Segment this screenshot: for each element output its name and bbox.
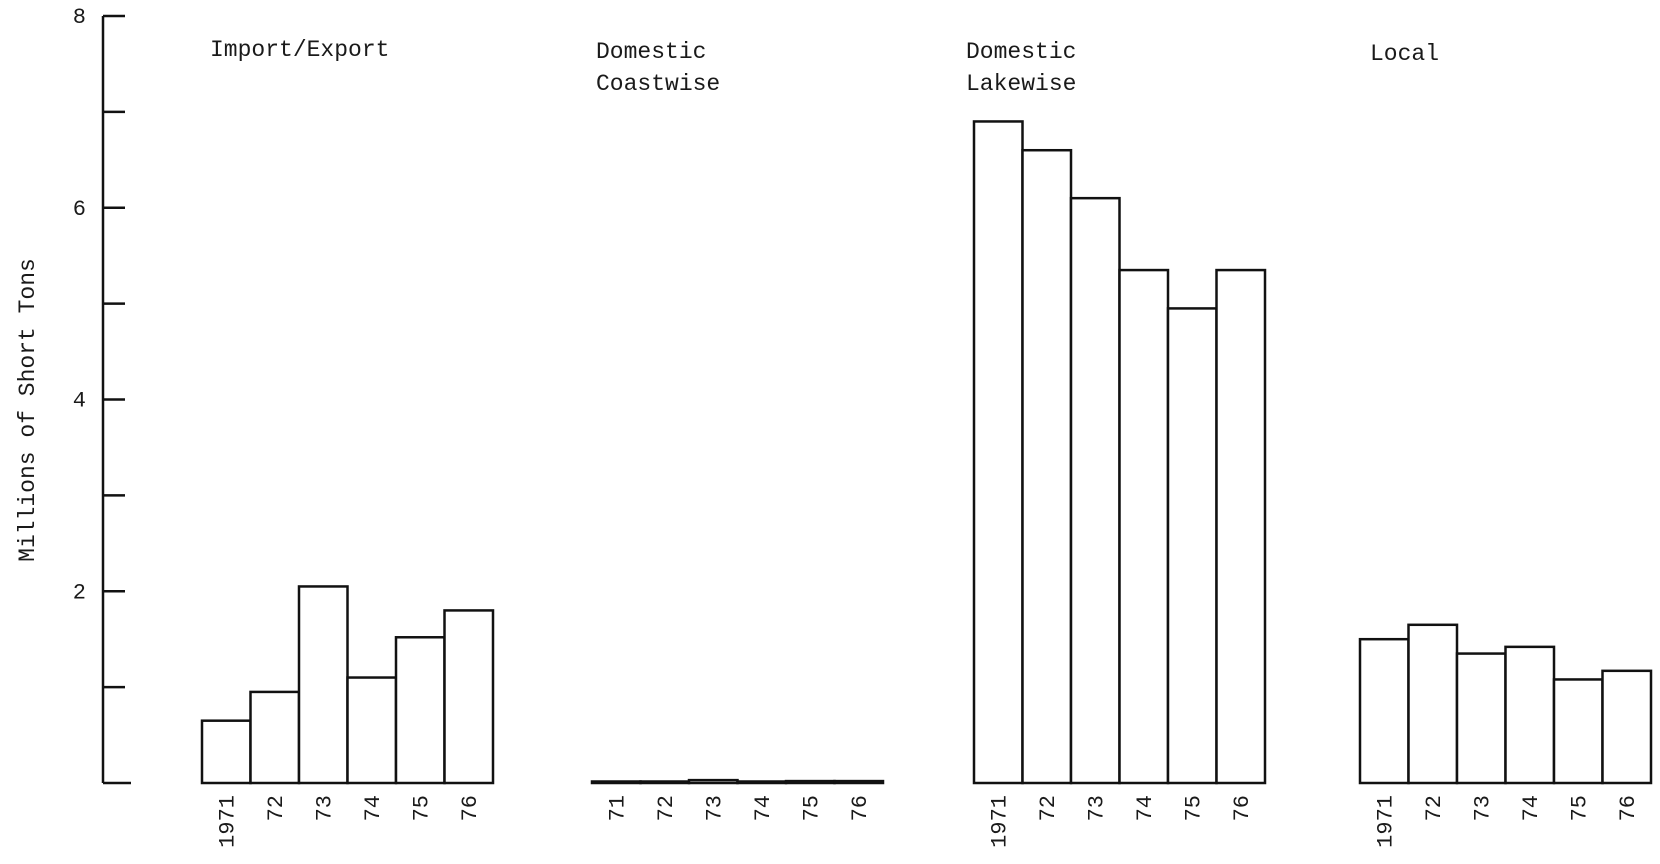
bar <box>443 609 495 785</box>
y-tick-label: 8 <box>73 5 86 30</box>
bar <box>736 780 788 785</box>
x-tick-label: 74 <box>1519 795 1544 821</box>
bar <box>687 778 739 785</box>
group-title: Import/Export <box>210 37 389 63</box>
bar <box>394 636 446 785</box>
bar <box>590 780 642 785</box>
bar <box>1069 196 1121 785</box>
bar <box>200 719 252 785</box>
bar <box>972 120 1024 785</box>
bar <box>1601 669 1653 785</box>
bar <box>1455 652 1507 785</box>
x-tick-label: 75 <box>1181 795 1206 821</box>
bar <box>1358 637 1410 785</box>
group-title: Local <box>1370 41 1439 67</box>
bar-group: Import/Export 1971 72 73 74 75 76 <box>200 37 495 848</box>
x-tick-label: 76 <box>1616 795 1641 821</box>
x-tick-label: 71 <box>605 795 630 821</box>
bar-group: Domestic Coastwise 71 72 73 74 75 76 <box>590 39 885 821</box>
x-tick-label: 72 <box>654 795 679 821</box>
bar <box>639 780 691 785</box>
x-tick-label: 73 <box>1470 795 1495 821</box>
x-tick-label: 1971 <box>1373 795 1398 848</box>
y-axis-title: Millions of Short Tons <box>15 258 41 562</box>
bar-group: Domestic Lakewise 1971 72 73 74 75 76 <box>966 39 1267 848</box>
y-tick-label: 2 <box>73 580 86 605</box>
x-tick-label: 73 <box>312 795 337 821</box>
x-tick-label: 75 <box>1567 795 1592 821</box>
x-tick-label: 76 <box>458 795 483 821</box>
bar <box>346 676 398 785</box>
x-tick-label: 1971 <box>215 795 240 848</box>
bar <box>1021 148 1073 785</box>
bar <box>1215 268 1267 785</box>
y-axis: 2 4 6 8 <box>73 5 131 785</box>
x-tick-label: 73 <box>1084 795 1109 821</box>
bar <box>1118 268 1170 785</box>
y-tick-label: 6 <box>73 197 86 222</box>
bar-group: Local 1971 72 73 74 75 76 <box>1358 41 1653 848</box>
x-tick-label: 1971 <box>987 795 1012 848</box>
bar <box>1407 623 1459 785</box>
x-tick-label: 72 <box>264 795 289 821</box>
bar <box>249 690 301 785</box>
bar <box>297 585 349 785</box>
bar <box>1552 678 1604 785</box>
x-tick-label: 75 <box>409 795 434 821</box>
bar <box>1504 645 1556 785</box>
x-tick-label: 74 <box>1133 795 1158 821</box>
x-tick-label: 76 <box>1230 795 1255 821</box>
x-tick-label: 75 <box>799 795 824 821</box>
x-tick-label: 74 <box>751 795 776 821</box>
group-title: Domestic Lakewise <box>966 39 1076 97</box>
y-tick-label: 4 <box>73 389 86 414</box>
group-title: Domestic Coastwise <box>596 39 720 97</box>
x-tick-label: 72 <box>1422 795 1447 821</box>
bar <box>784 779 836 785</box>
x-tick-label: 73 <box>702 795 727 821</box>
x-tick-label: 72 <box>1036 795 1061 821</box>
x-tick-label: 76 <box>848 795 873 821</box>
x-tick-label: 74 <box>361 795 386 821</box>
bar <box>1166 307 1218 785</box>
bar <box>833 779 885 785</box>
